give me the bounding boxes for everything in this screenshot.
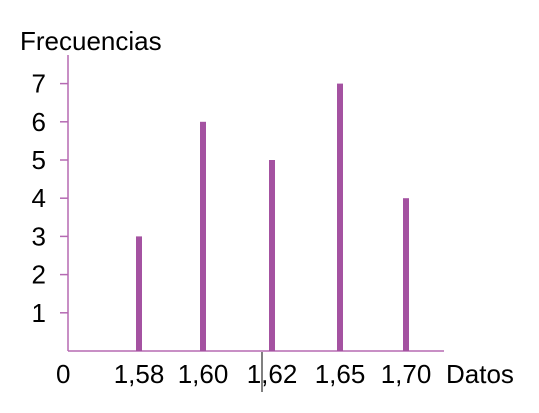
bar (269, 160, 275, 351)
x-tick-label: 1,60 (178, 359, 229, 389)
y-tick-label: 4 (32, 183, 46, 213)
x-axis-label: Datos (446, 359, 514, 389)
y-tick-label: 2 (32, 260, 46, 290)
origin-label: 0 (56, 359, 70, 389)
bar (136, 236, 142, 351)
y-ticks: 1 2 3 4 5 6 7 (32, 69, 68, 328)
y-tick-label: 7 (32, 69, 46, 99)
x-tick-label: 1,58 (114, 359, 165, 389)
bar (403, 198, 409, 351)
y-tick-label: 6 (32, 107, 46, 137)
y-tick-label: 3 (32, 221, 46, 251)
y-tick-label: 5 (32, 145, 46, 175)
x-ticks: 1,58 1,60 1,62 1,65 1,70 (114, 359, 432, 389)
x-tick-label: 1,65 (315, 359, 366, 389)
x-tick-label: 1,70 (381, 359, 432, 389)
y-axis-label: Frecuencias (20, 26, 162, 56)
bar (200, 121, 206, 351)
x-tick-label: 1,62 (247, 359, 298, 389)
y-tick-label: 1 (32, 298, 46, 328)
bars (136, 83, 409, 351)
bar (337, 83, 343, 351)
